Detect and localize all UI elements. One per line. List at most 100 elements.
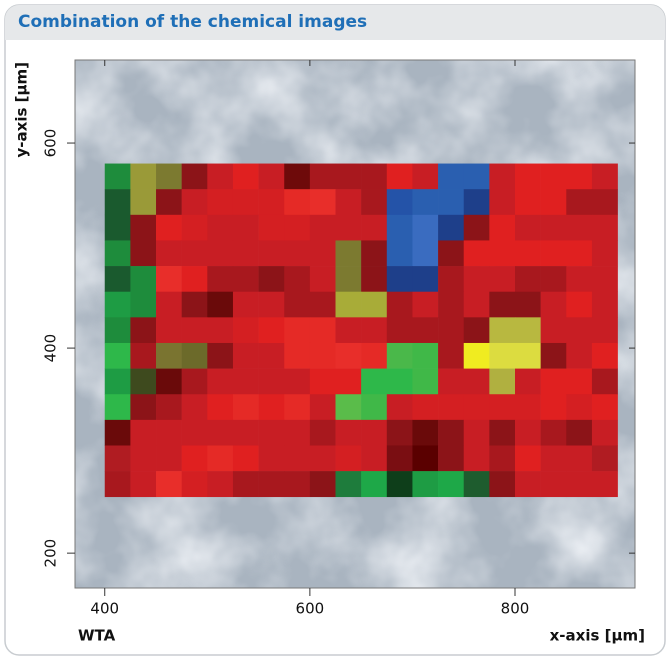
- pixel: [156, 240, 182, 266]
- pixel: [361, 240, 387, 266]
- pixel: [207, 164, 233, 190]
- pixel: [361, 420, 387, 446]
- pixel: [387, 343, 413, 369]
- pixel: [182, 317, 208, 343]
- pixel: [310, 317, 336, 343]
- pixel: [130, 266, 156, 292]
- pixel: [207, 420, 233, 446]
- pixel: [412, 471, 438, 497]
- pixel: [156, 420, 182, 446]
- pixel: [182, 471, 208, 497]
- pixel: [284, 471, 310, 497]
- pixel: [592, 445, 618, 471]
- pixel: [105, 240, 131, 266]
- pixel: [489, 343, 515, 369]
- pixel: [361, 189, 387, 215]
- pixel: [284, 240, 310, 266]
- pixel: [387, 471, 413, 497]
- pixel: [105, 317, 131, 343]
- pixel: [412, 343, 438, 369]
- pixel: [233, 343, 259, 369]
- pixel: [207, 189, 233, 215]
- pixel: [207, 266, 233, 292]
- pixel: [541, 164, 567, 190]
- pixel: [464, 394, 490, 420]
- pixel: [310, 471, 336, 497]
- pixel: [233, 394, 259, 420]
- pixel: [566, 317, 592, 343]
- pixel: [438, 215, 464, 241]
- pixel: [284, 317, 310, 343]
- pixel: [515, 164, 541, 190]
- pixel: [541, 343, 567, 369]
- pixel: [310, 394, 336, 420]
- pixel: [592, 420, 618, 446]
- pixel: [284, 420, 310, 446]
- pixel: [207, 215, 233, 241]
- pixel: [438, 420, 464, 446]
- pixel: [515, 471, 541, 497]
- pixel: [336, 317, 362, 343]
- pixel: [105, 189, 131, 215]
- pixel: [336, 343, 362, 369]
- pixel: [361, 394, 387, 420]
- pixel: [515, 215, 541, 241]
- pixel: [156, 369, 182, 395]
- pixel: [156, 189, 182, 215]
- pixel: [387, 317, 413, 343]
- pixel: [361, 369, 387, 395]
- pixel: [156, 317, 182, 343]
- pixel: [284, 369, 310, 395]
- pixel: [412, 420, 438, 446]
- pixel: [130, 317, 156, 343]
- pixel: [566, 420, 592, 446]
- pixel: [387, 215, 413, 241]
- pixel: [541, 240, 567, 266]
- pixel: [464, 343, 490, 369]
- pixel: [233, 266, 259, 292]
- pixel: [592, 317, 618, 343]
- pixel: [387, 394, 413, 420]
- pixel: [387, 420, 413, 446]
- pixel: [464, 369, 490, 395]
- pixel: [412, 240, 438, 266]
- pixel: [464, 240, 490, 266]
- pixel: [182, 240, 208, 266]
- pixel: [156, 266, 182, 292]
- pixel: [566, 394, 592, 420]
- pixel: [336, 420, 362, 446]
- pixel: [515, 266, 541, 292]
- pixel: [464, 420, 490, 446]
- pixel: [464, 266, 490, 292]
- pixel: [284, 164, 310, 190]
- pixel: [515, 292, 541, 318]
- pixel: [156, 292, 182, 318]
- pixel: [361, 343, 387, 369]
- y-tick-label: 200: [42, 539, 60, 568]
- pixel: [489, 189, 515, 215]
- pixel: [489, 471, 515, 497]
- corner-label: WTA: [78, 627, 116, 645]
- pixel: [464, 189, 490, 215]
- pixel: [156, 343, 182, 369]
- pixel: [541, 445, 567, 471]
- pixel: [515, 394, 541, 420]
- pixel: [105, 471, 131, 497]
- pixel: [566, 266, 592, 292]
- pixel: [233, 445, 259, 471]
- x-tick-label: 800: [501, 600, 530, 618]
- pixel: [387, 189, 413, 215]
- pixel: [438, 292, 464, 318]
- pixel: [515, 343, 541, 369]
- pixel: [489, 369, 515, 395]
- pixel: [361, 164, 387, 190]
- pixel: [592, 343, 618, 369]
- pixel: [438, 240, 464, 266]
- pixel: [310, 420, 336, 446]
- pixel: [412, 215, 438, 241]
- pixel: [361, 292, 387, 318]
- pixel: [412, 292, 438, 318]
- pixel: [233, 189, 259, 215]
- pixel: [438, 164, 464, 190]
- pixel: [412, 317, 438, 343]
